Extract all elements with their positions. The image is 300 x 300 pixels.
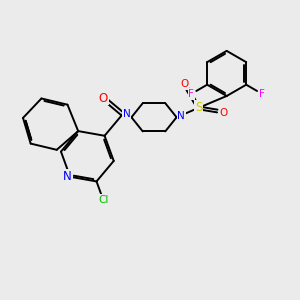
Text: S: S <box>195 101 202 114</box>
Text: O: O <box>219 108 228 118</box>
Text: N: N <box>123 109 130 119</box>
Text: Cl: Cl <box>98 195 108 205</box>
Text: F: F <box>188 89 194 99</box>
Text: O: O <box>99 92 108 104</box>
Text: N: N <box>63 170 72 183</box>
Text: N: N <box>177 111 185 121</box>
Text: O: O <box>180 80 188 89</box>
Text: F: F <box>259 89 265 99</box>
